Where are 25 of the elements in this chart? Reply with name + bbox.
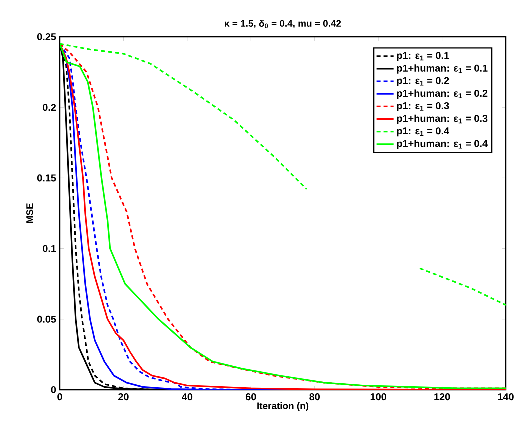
legend-label: p1+human: ε$_{1}$ = 0.1: [397, 64, 488, 74]
y-tick-label: 0: [51, 386, 56, 394]
x-axis-title: Iteration (n): [258, 402, 309, 412]
y-tick-label: 0.2: [43, 104, 56, 112]
legend-label: p1+human: ε$_{1}$ = 0.4: [397, 140, 488, 150]
x-tick-label: 40: [182, 394, 193, 401]
x-tick-label: 60: [246, 394, 256, 401]
legend-label: p1+human: ε$_{1}$ = 0.3: [397, 114, 488, 124]
x-tick-label: 120: [434, 394, 450, 401]
x-tick-label: 20: [118, 394, 129, 401]
chart-title: κ = 1.5, δ$_{0}$ = 0.4, mu = 0.42: [225, 20, 342, 28]
y-axis-title: MSE: [26, 204, 34, 224]
y-tick-label: 0.1: [43, 245, 56, 252]
y-tick-label: 0.05: [37, 316, 56, 323]
legend-label: p1: ε$_{1}$ = 0.4: [397, 128, 450, 137]
x-tick-label: 100: [370, 394, 386, 401]
legend-label: p1: ε$_{1}$ = 0.3: [397, 102, 450, 112]
legend-label: p1: ε$_{1}$ = 0.1: [397, 52, 450, 62]
y-tick-label: 0.15: [37, 174, 56, 182]
legend-label: p1: ε$_{1}$ = 0.2: [397, 77, 450, 86]
legend-label: p1+human: ε$_{1}$ = 0.2: [397, 90, 488, 100]
x-tick-label: 80: [310, 394, 320, 401]
x-tick-label: 140: [498, 394, 514, 401]
y-tick-label: 0.25: [37, 33, 56, 41]
x-tick-label: 0: [58, 394, 62, 401]
